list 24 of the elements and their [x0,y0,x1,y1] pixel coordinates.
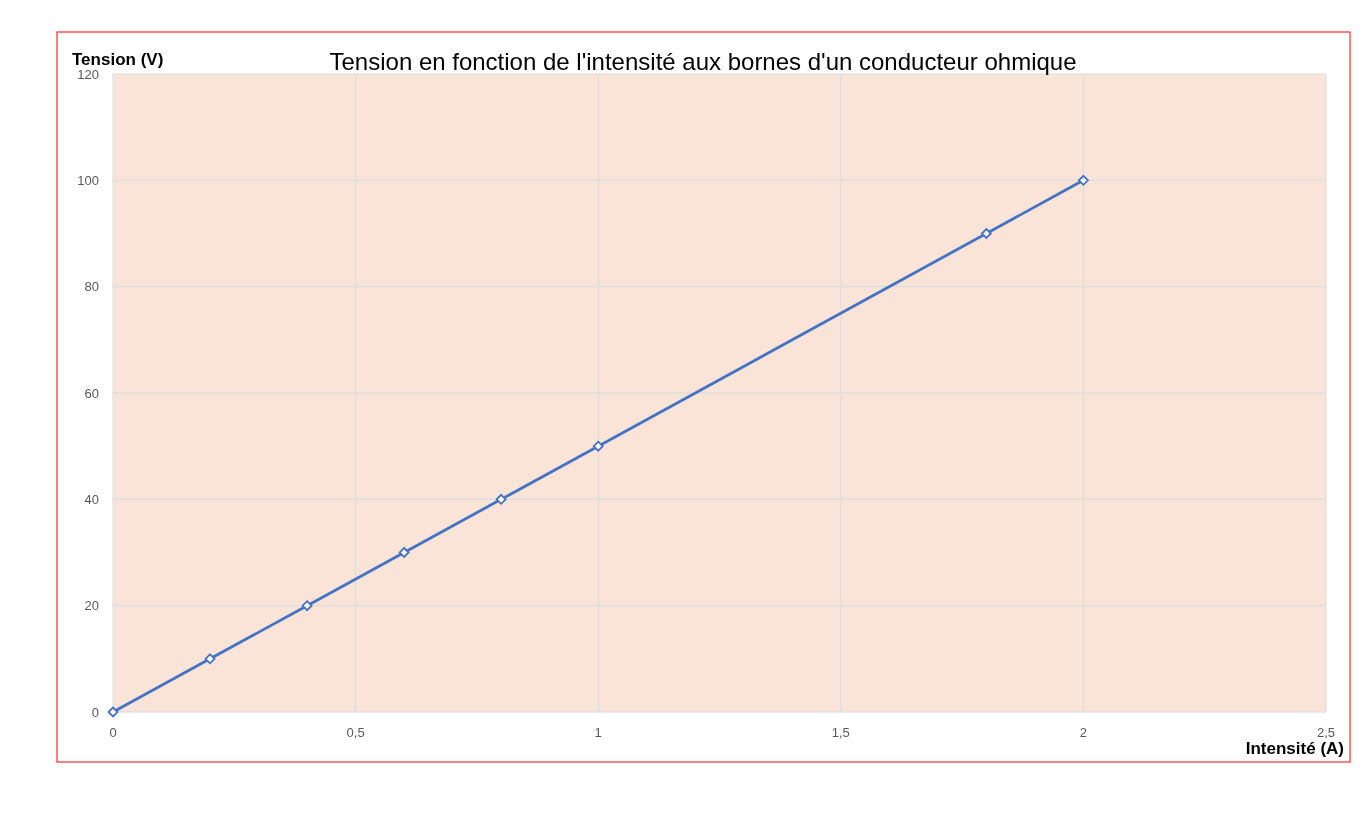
point [301,600,313,612]
x-axis-title: Intensité (A) [1245,739,1344,758]
x-tick-label: 1 [594,725,602,740]
x-tick-label: 2,5 [1316,725,1336,740]
point [107,706,119,718]
x-tick-label: 2 [1079,725,1088,740]
y-tick-label: 0 [91,704,99,720]
y-tick-label: 60 [84,385,99,401]
point [495,493,507,505]
x-tick-label: 1,5 [831,725,850,740]
y-axis-title: Tension (V) [72,50,164,69]
y-tick-label: 80 [84,279,99,295]
point [1078,174,1089,186]
y-tick-label: 20 [84,598,99,614]
point [398,547,410,558]
x-tick-label: 0,5 [346,725,365,740]
y-tick-label: 120 [77,66,99,82]
point [980,228,992,239]
chart-title: Tension en fonction de l'intensité aux bornes d'un conducteur ohmique [329,48,1077,75]
point [204,653,216,665]
x-tick-label: 0 [109,725,117,740]
y-tick-label: 100 [77,172,99,188]
point [592,440,604,452]
y-tick-label: 40 [84,491,99,507]
